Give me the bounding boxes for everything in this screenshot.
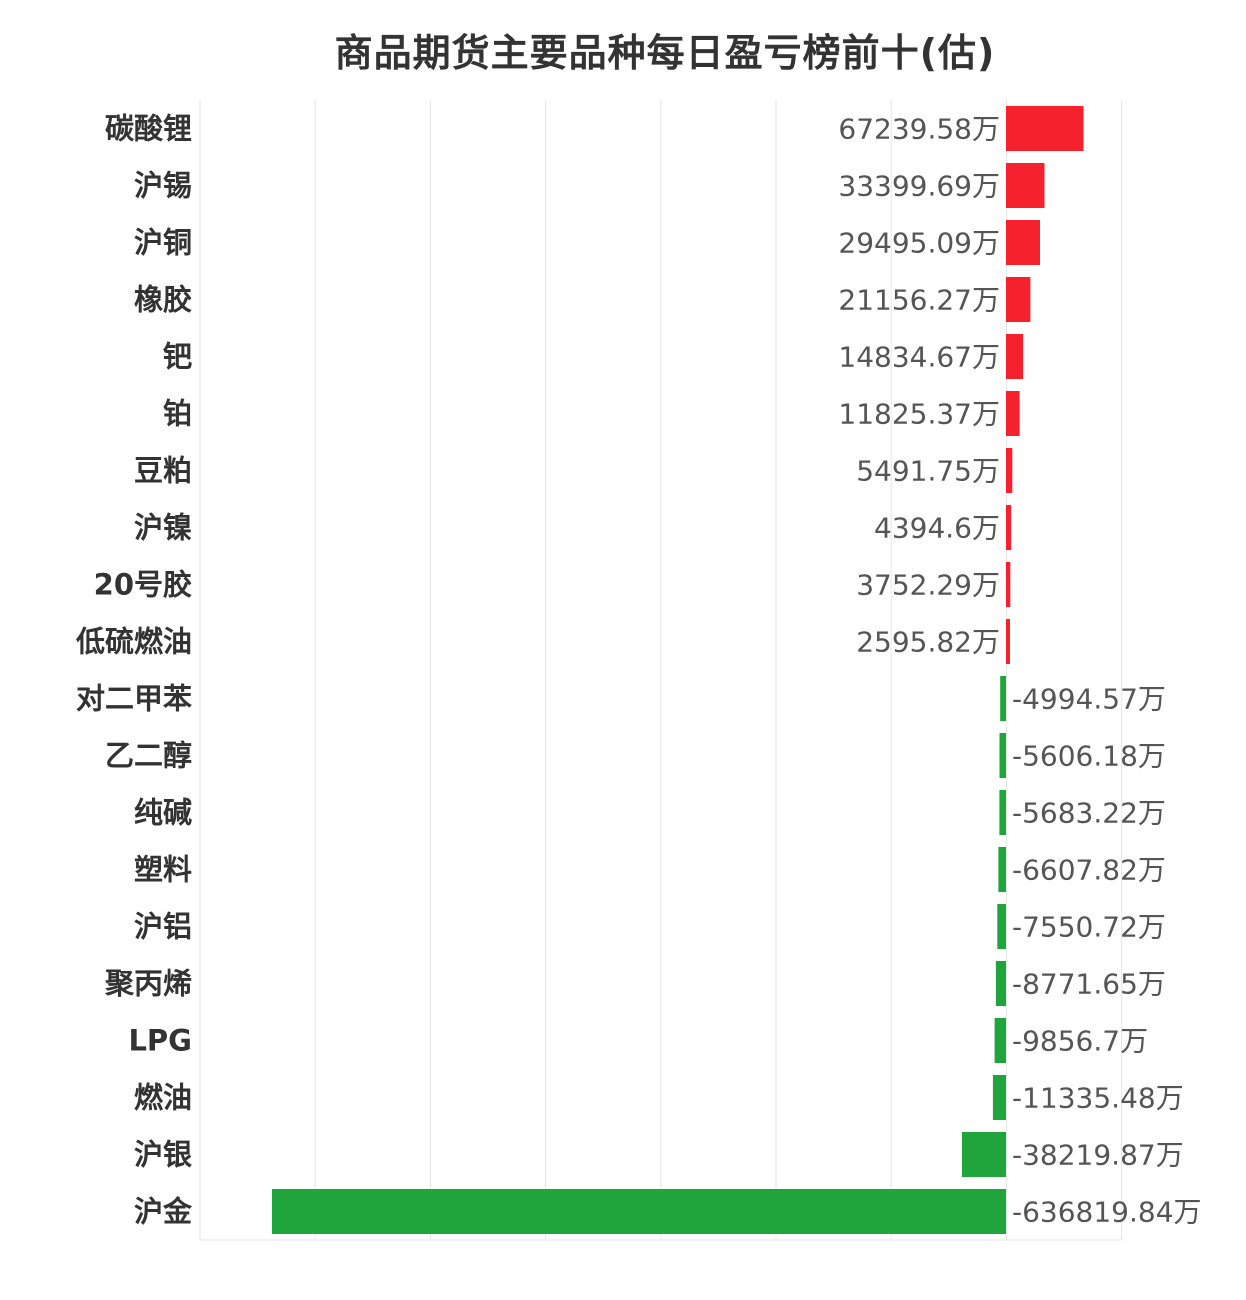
bar-2 xyxy=(1006,220,1040,265)
bar-12 xyxy=(999,790,1006,835)
category-label: 低硫燃油 xyxy=(75,625,192,659)
category-label: 钯 xyxy=(163,340,192,374)
bar-6 xyxy=(1006,448,1013,493)
bar-7 xyxy=(1006,505,1012,550)
category-label: 沪银 xyxy=(134,1138,192,1172)
category-label: 沪镍 xyxy=(134,511,192,545)
value-label: -5606.18万 xyxy=(1012,740,1166,773)
bar-3 xyxy=(1006,277,1031,322)
category-label: 碳酸锂 xyxy=(105,112,192,146)
value-label: 11825.37万 xyxy=(838,398,1000,431)
category-label: 乙二醇 xyxy=(105,739,192,773)
value-label: 4394.6万 xyxy=(874,512,1000,545)
category-label: 豆粕 xyxy=(134,454,192,488)
category-label: 20号胶 xyxy=(94,568,192,602)
value-label: -11335.48万 xyxy=(1012,1082,1184,1115)
value-label: 29495.09万 xyxy=(838,227,1000,260)
bar-11 xyxy=(999,733,1006,778)
value-label: -6607.82万 xyxy=(1012,854,1166,887)
category-label: 聚丙烯 xyxy=(104,967,192,1001)
value-label: -9856.7万 xyxy=(1012,1025,1148,1058)
bar-4 xyxy=(1006,334,1024,379)
bar-1 xyxy=(1006,163,1045,208)
category-label: 沪铝 xyxy=(134,910,192,944)
chart-title: 商品期货主要品种每日盈亏榜前十(估) xyxy=(334,31,996,75)
value-label: 21156.27万 xyxy=(838,284,1000,317)
bar-0 xyxy=(1006,106,1084,151)
bar-9 xyxy=(1006,619,1010,664)
bar-19 xyxy=(272,1189,1006,1234)
value-label: 67239.58万 xyxy=(838,113,1000,146)
category-label: 塑料 xyxy=(134,853,192,887)
value-label: 2595.82万 xyxy=(856,626,1000,659)
gridlines xyxy=(199,100,1123,1241)
value-label: -8771.65万 xyxy=(1012,968,1166,1001)
value-label: -4994.57万 xyxy=(1012,683,1166,716)
value-label: -38219.87万 xyxy=(1012,1139,1184,1172)
value-label: -5683.22万 xyxy=(1012,797,1166,830)
category-label: 沪铜 xyxy=(134,226,192,260)
value-label: 14834.67万 xyxy=(838,341,1000,374)
category-label: 燃油 xyxy=(134,1081,192,1115)
bar-5 xyxy=(1006,391,1020,436)
bar-8 xyxy=(1006,562,1011,607)
category-label: LPG xyxy=(128,1024,192,1058)
value-label: 3752.29万 xyxy=(856,569,1000,602)
category-label: 橡胶 xyxy=(134,283,192,317)
bar-13 xyxy=(998,847,1006,892)
bar-14 xyxy=(997,904,1006,949)
bar-18 xyxy=(961,1132,1006,1177)
bar-15 xyxy=(995,961,1006,1006)
value-label: 33399.69万 xyxy=(838,170,1000,203)
category-label: 沪锡 xyxy=(134,169,192,203)
category-label: 纯碱 xyxy=(134,796,192,830)
category-label: 对二甲苯 xyxy=(76,682,192,716)
value-label: -7550.72万 xyxy=(1012,911,1166,944)
category-label: 铂 xyxy=(163,397,192,431)
value-label: 5491.75万 xyxy=(856,455,1000,488)
value-label: -636819.84万 xyxy=(1012,1196,1202,1229)
category-label: 沪金 xyxy=(134,1195,193,1229)
bar-17 xyxy=(992,1075,1006,1120)
bar-16 xyxy=(994,1018,1006,1063)
bar-10 xyxy=(1000,676,1006,721)
